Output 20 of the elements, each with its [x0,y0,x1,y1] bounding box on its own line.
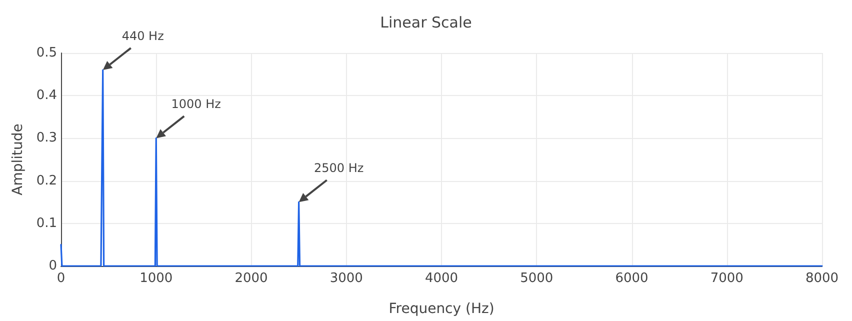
annotation: 1000 Hz [171,97,221,112]
y-tick-label: 0 [48,258,57,274]
y-tick-label: 0.1 [36,216,57,231]
y-tick-label: 0.4 [36,88,57,104]
annotation: 2500 Hz [314,161,364,176]
x-tick-label: 3000 [330,271,363,286]
x-tick-label: 7000 [710,271,744,286]
y-axis-title: Amplitude [10,124,26,196]
annotation: 440 Hz [122,29,164,44]
x-tick-label: 1000 [140,271,173,286]
x-tick-label: 8000 [805,271,839,286]
x-axis-title: Frequency (Hz) [388,301,494,317]
x-tick-label: 6000 [615,271,648,286]
x-tick-label: 4000 [424,271,458,286]
chart-title: Linear Scale [380,14,472,32]
x-tick-label: 5000 [520,271,554,286]
y-tick-label: 0.2 [36,173,57,188]
y-tick-label: 0.5 [36,46,57,60]
y-tick-label: 0.3 [36,130,57,146]
x-tick-label: 2000 [234,271,268,286]
